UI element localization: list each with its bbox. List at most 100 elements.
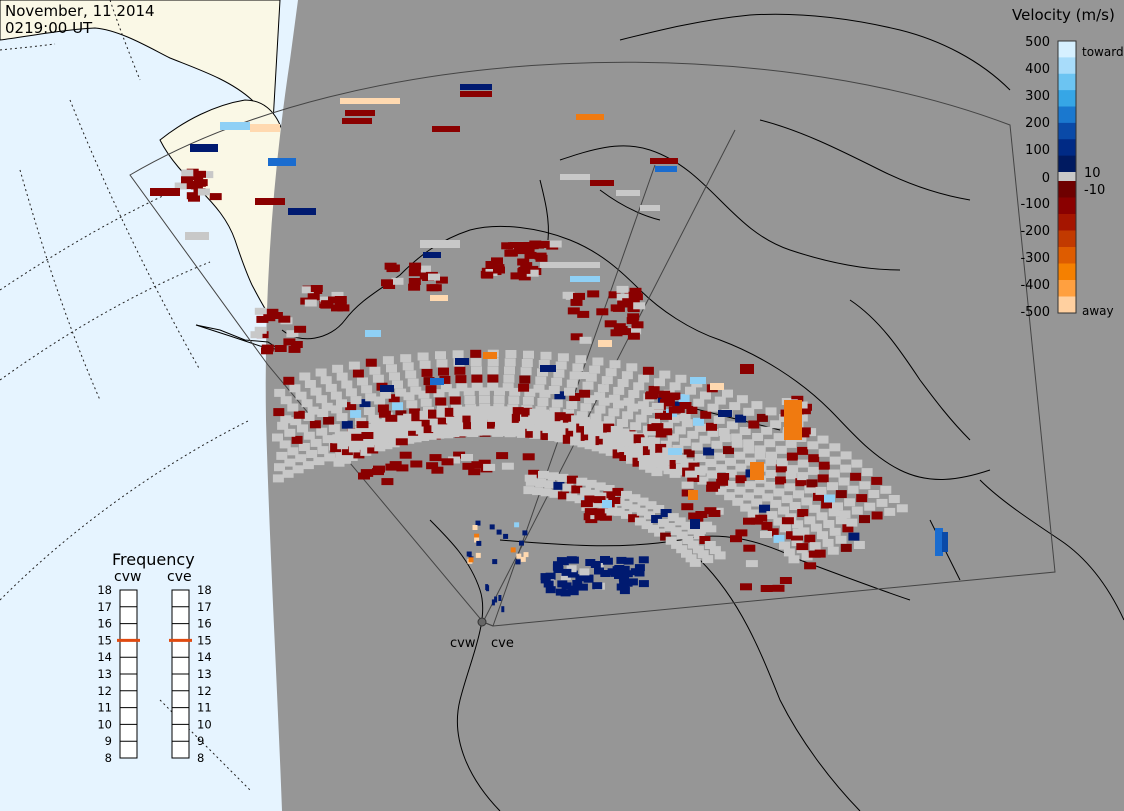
scatter-cell bbox=[345, 388, 357, 397]
scatter-cell bbox=[460, 91, 492, 97]
scatter-cell bbox=[377, 404, 389, 413]
scatter-cell bbox=[498, 595, 502, 601]
scatter-cell bbox=[681, 549, 692, 558]
scatter-cell bbox=[550, 425, 562, 435]
scatter-cell bbox=[357, 377, 368, 386]
scatter-cell bbox=[502, 427, 514, 436]
scatter-cell bbox=[570, 436, 582, 446]
scatter-cell bbox=[754, 451, 766, 460]
scatter-cell bbox=[715, 464, 727, 473]
scatter-cell bbox=[502, 383, 514, 392]
scatter-cell bbox=[411, 412, 423, 422]
scatter-cell bbox=[740, 583, 752, 591]
scatter-cell bbox=[816, 512, 828, 521]
scatter-cell bbox=[456, 427, 468, 437]
frequency-title: Frequency bbox=[112, 550, 195, 569]
scatter-cell bbox=[735, 529, 748, 537]
scatter-cell bbox=[181, 176, 193, 184]
scatter-cell bbox=[760, 531, 772, 538]
scatter-cell bbox=[283, 376, 295, 385]
scatter-cell bbox=[431, 423, 443, 432]
scatter-cell bbox=[646, 391, 659, 399]
scatter-cell bbox=[410, 460, 423, 468]
scatter-cell bbox=[709, 546, 721, 555]
scatter-cell bbox=[455, 420, 467, 430]
scatter-cell bbox=[356, 440, 367, 450]
scatter-cell bbox=[388, 394, 400, 403]
scatter-cell bbox=[687, 430, 699, 439]
scatter-cell bbox=[344, 437, 356, 447]
scatter-cell bbox=[770, 420, 782, 429]
scatter-cell bbox=[610, 329, 623, 337]
scatter-cell bbox=[487, 358, 499, 366]
scatter-cell bbox=[566, 475, 578, 484]
scatter-cell bbox=[623, 397, 635, 406]
scatter-cell bbox=[859, 481, 871, 490]
scatter-cell bbox=[815, 486, 827, 495]
scatter-cell bbox=[809, 542, 821, 551]
scatter-cell bbox=[423, 252, 441, 258]
scatter-cell bbox=[685, 470, 698, 478]
scatter-cell bbox=[515, 559, 521, 565]
scatter-cell bbox=[633, 302, 646, 310]
scatter-cell bbox=[292, 465, 304, 474]
scatter-cell bbox=[537, 398, 549, 406]
scatter-cell bbox=[608, 497, 621, 504]
scatter-cell bbox=[340, 98, 400, 104]
scatter-cell bbox=[626, 454, 637, 464]
scatter-cell bbox=[544, 480, 556, 489]
scatter-cell bbox=[540, 351, 552, 360]
scatter-cell bbox=[478, 459, 491, 467]
scatter-cell bbox=[394, 415, 406, 425]
scatter-cell bbox=[804, 485, 816, 494]
scatter-cell bbox=[472, 525, 478, 530]
scatter-cell bbox=[660, 509, 672, 517]
scatter-cell bbox=[525, 477, 537, 486]
scatter-cell bbox=[610, 304, 623, 312]
scatter-cell bbox=[651, 467, 663, 477]
scatter-cell bbox=[654, 528, 666, 537]
scatter-cell bbox=[730, 535, 742, 543]
scatter-cell bbox=[188, 194, 200, 202]
scatter-cell bbox=[444, 407, 456, 417]
scatter-cell bbox=[655, 166, 677, 172]
scatter-cell bbox=[282, 469, 294, 478]
scatter-cell bbox=[430, 295, 448, 301]
scatter-cell bbox=[579, 336, 592, 344]
scatter-cell bbox=[765, 457, 777, 466]
scatter-cell bbox=[150, 188, 180, 196]
scatter-cell bbox=[603, 416, 615, 425]
scatter-cell bbox=[535, 376, 547, 385]
scatter-cell bbox=[735, 414, 747, 423]
scatter-cell bbox=[748, 420, 760, 429]
scatter-cell bbox=[608, 291, 621, 299]
scatter-cell bbox=[634, 564, 645, 572]
scatter-cell bbox=[566, 379, 578, 388]
scatter-cell bbox=[410, 433, 422, 443]
scatter-cell bbox=[809, 504, 821, 513]
scatter-cell bbox=[386, 364, 397, 373]
scatter-cell bbox=[590, 413, 602, 422]
scatter-cell bbox=[483, 463, 496, 471]
scatter-cell bbox=[562, 413, 574, 423]
cvw-station-marker bbox=[477, 617, 487, 627]
scatter-cell bbox=[871, 476, 883, 485]
scatter-cell bbox=[523, 552, 529, 558]
scatter-cell bbox=[372, 374, 384, 383]
scatter-cell bbox=[548, 386, 560, 394]
scatter-cell bbox=[540, 262, 600, 268]
scatter-cell bbox=[558, 558, 569, 566]
scatter-cell bbox=[471, 419, 482, 429]
scatter-cell bbox=[588, 489, 600, 498]
scatter-cell bbox=[409, 262, 422, 270]
scatter-cell bbox=[722, 389, 733, 398]
scatter-cell bbox=[692, 545, 704, 554]
scatter-cell bbox=[690, 377, 706, 384]
scatter-cell bbox=[700, 410, 712, 419]
scatter-cell bbox=[705, 459, 717, 467]
scatter-cell bbox=[644, 455, 656, 465]
scatter-cell bbox=[420, 398, 432, 407]
scatter-cell bbox=[419, 410, 431, 420]
scatter-cell bbox=[829, 443, 841, 452]
scatter-cell bbox=[496, 529, 502, 535]
